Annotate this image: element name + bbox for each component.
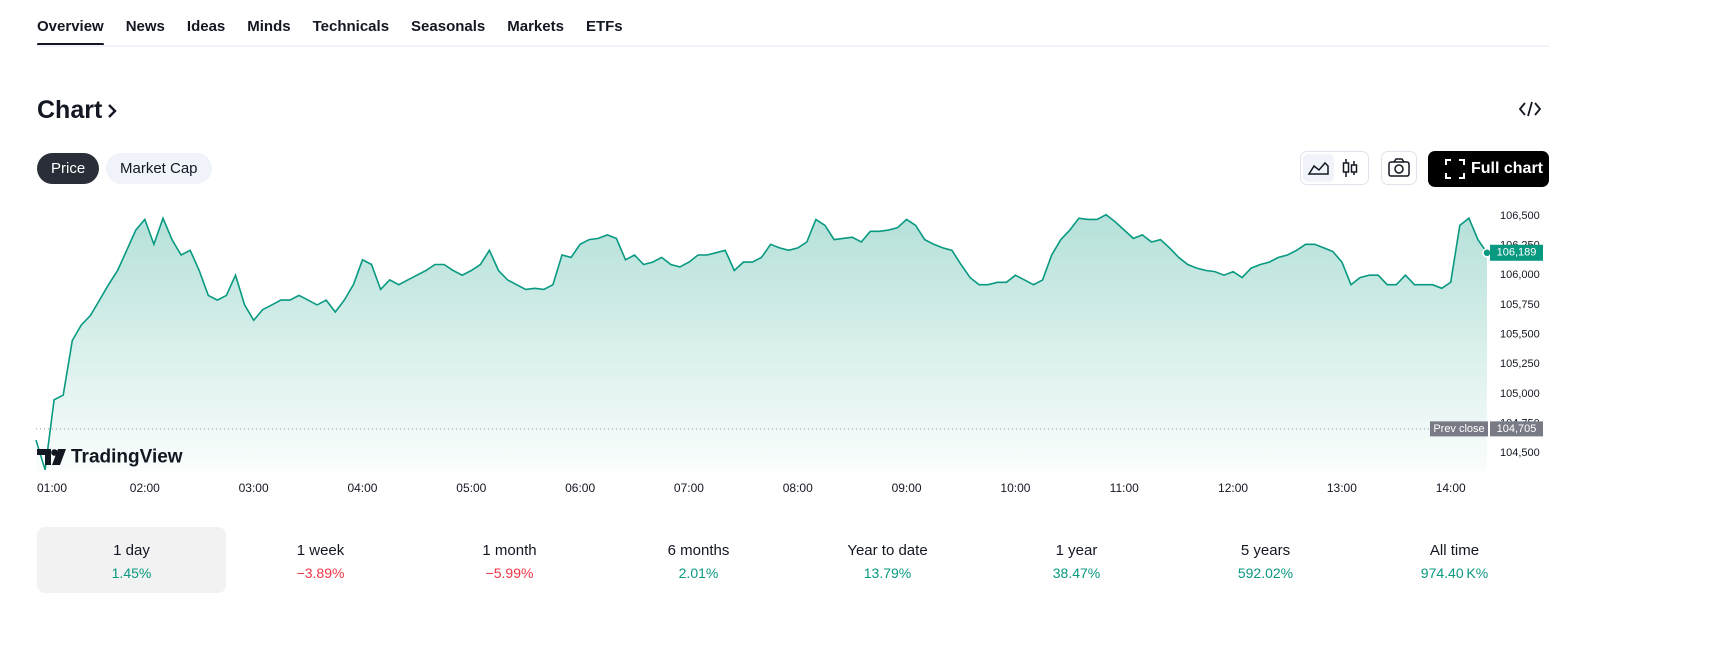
full-chart-label[interactable]: Full chart	[1471, 160, 1544, 177]
nav-tab[interactable]: ETFs	[585, 18, 623, 35]
y-tick-label: 105,500	[1500, 328, 1540, 340]
x-tick-label: 03:00	[239, 481, 269, 495]
nav-tab[interactable]: Minds	[247, 18, 291, 35]
period-change: 592.02%	[1237, 565, 1294, 581]
period-label: 1 week	[296, 542, 345, 559]
logo-mark	[37, 449, 66, 465]
x-tick-label: 11:00	[1110, 481, 1139, 495]
period-label: 6 months	[667, 542, 730, 559]
nav-tab[interactable]: Markets	[507, 18, 564, 35]
logo-dot	[51, 449, 58, 456]
period-change: 38.47%	[1052, 565, 1101, 581]
full-chart-button[interactable]: Full chart	[1428, 151, 1549, 187]
x-tick-label: 05:00	[456, 481, 486, 495]
nav-tab[interactable]: Technicals	[312, 18, 390, 35]
embed-icon[interactable]	[1519, 100, 1541, 118]
x-tick-label: 07:00	[674, 481, 704, 495]
period-change: 974.40 K%	[1420, 565, 1489, 581]
y-tick-label: 104,500	[1500, 447, 1540, 459]
toggle-button[interactable]: Market Cap	[106, 153, 212, 184]
prev-close-label: 104,705	[1497, 423, 1537, 435]
camera-icon	[1388, 158, 1410, 177]
period-card[interactable]: Year to date 13.79%	[793, 527, 982, 593]
expand-icon	[1445, 159, 1465, 179]
y-tick-label: 105,000	[1500, 388, 1540, 400]
x-tick-label: 14:00	[1436, 481, 1466, 495]
period-card[interactable]: 1 month −5.99%	[415, 527, 604, 593]
prev-close-tag	[1430, 421, 1488, 437]
last-point	[1482, 248, 1492, 258]
x-tick-label: 06:00	[565, 481, 595, 495]
period-card[interactable]: 1 week −3.89%	[226, 527, 415, 593]
x-tick-label: 04:00	[347, 481, 377, 495]
period-change: −3.89%	[296, 565, 345, 581]
y-tick-label: 105,750	[1500, 299, 1540, 311]
snapshot-button[interactable]	[1381, 151, 1417, 185]
chart-style-icons	[1303, 154, 1358, 182]
area-fill	[36, 214, 1487, 471]
y-tick-label: 106,000	[1500, 269, 1540, 281]
toggle-button[interactable]: Price	[37, 153, 100, 184]
period-change: 1.45%	[111, 565, 152, 581]
nav-tab[interactable]: Ideas	[186, 18, 226, 35]
tab-divider	[37, 45, 1549, 47]
period-card[interactable]: All time 974.40 K%	[1360, 527, 1549, 593]
x-tick-label: 02:00	[130, 481, 160, 495]
period-card[interactable]: 5 years 592.02%	[1171, 527, 1360, 593]
x-tick-label: 09:00	[892, 481, 922, 495]
x-tick-label: 08:00	[783, 481, 813, 495]
candle-icon-body[interactable]	[1342, 162, 1350, 173]
period-label: Year to date	[847, 542, 928, 559]
y-tick-label: 105,250	[1500, 358, 1540, 370]
candle-icon-body[interactable]	[1350, 164, 1358, 173]
tab-bar: Overview News Ideas Minds Technicals Seasonal…	[37, 18, 623, 46]
prev-close-badge	[1490, 421, 1543, 437]
y-tick-label: 106,500	[1500, 210, 1540, 222]
period-label: 1 year	[1055, 542, 1098, 559]
section-title-text[interactable]: Chart	[37, 96, 103, 124]
nav-tab[interactable]: Overview	[37, 18, 104, 46]
period-change: 2.01%	[678, 565, 719, 581]
x-tick-label: 10:00	[1000, 481, 1030, 495]
last-price-label: 106,189	[1497, 247, 1537, 259]
period-label: All time	[1429, 542, 1480, 559]
prev-close-name: Prev close	[1433, 423, 1484, 435]
x-tick-label: 13:00	[1327, 481, 1357, 495]
period-change: −5.99%	[485, 565, 534, 581]
nav-tab[interactable]: News	[125, 18, 165, 35]
period-card[interactable]: 1 day 1.45%	[37, 527, 226, 593]
logo-text: TradingView	[71, 447, 183, 468]
nav-tab[interactable]: Seasonals	[411, 18, 486, 35]
area-style-button[interactable]	[1303, 154, 1334, 182]
price-line	[35, 213, 1488, 471]
x-tick-label: 12:00	[1218, 481, 1248, 495]
period-card[interactable]: 1 year 38.47%	[982, 527, 1171, 593]
area-icon	[1307, 161, 1329, 175]
price-chart: TradingView 104,500104,750105,000105,250…	[35, 210, 1543, 495]
period-label: 1 day	[113, 542, 150, 559]
period-change: 13.79%	[863, 565, 912, 581]
period-performance: 1 day 1.45% 1 week −3.89% 1 month −5.99% 6 mon…	[37, 527, 1549, 593]
period-card[interactable]: 6 months 2.01%	[604, 527, 793, 593]
period-label: 1 month	[482, 542, 537, 559]
section-title[interactable]: Chart	[37, 96, 118, 125]
tradingview-logo: TradingView	[37, 447, 183, 468]
period-label: 5 years	[1240, 542, 1291, 559]
chart-style-group	[1300, 151, 1369, 185]
last-price-badge	[1490, 244, 1543, 261]
chevron-icon	[108, 104, 117, 118]
x-tick-label: 01:00	[37, 481, 67, 495]
